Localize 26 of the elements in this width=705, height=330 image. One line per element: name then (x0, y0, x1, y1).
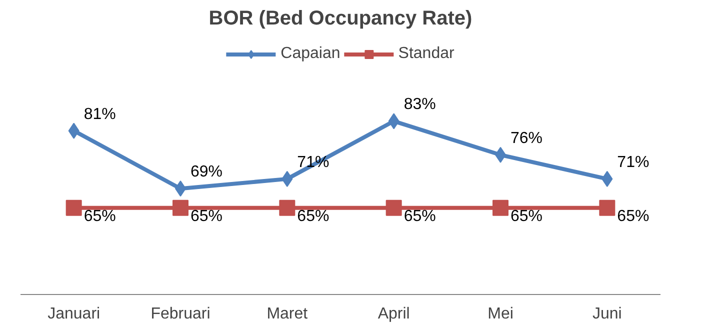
data-label: 81% (84, 106, 116, 123)
data-label: 65% (510, 208, 543, 225)
data-label: 76% (510, 130, 543, 147)
data-label: 65% (297, 208, 330, 225)
legend-label: Standar (398, 45, 454, 63)
x-tick-label: Mei (488, 306, 514, 322)
data-label: 65% (617, 208, 650, 225)
data-label: 65% (404, 208, 436, 225)
data-label: 83% (404, 96, 436, 114)
point (386, 200, 402, 216)
x-tick-label: Januari (48, 306, 100, 322)
chart-title: BOR (Bed Occupancy Rate) (208, 8, 472, 30)
x-tick-label: Maret (266, 306, 308, 322)
data-label: 65% (84, 208, 116, 225)
x-tick-label: April (378, 306, 410, 322)
point (172, 200, 188, 216)
point (279, 200, 296, 216)
data-label: 65% (190, 208, 223, 225)
x-tick-label: Juni (592, 306, 622, 322)
point (66, 200, 82, 216)
data-label: 69% (190, 164, 223, 181)
data-label: 71% (617, 154, 650, 171)
point (599, 200, 616, 216)
legend-label: Capaian (280, 45, 340, 63)
point (492, 200, 508, 216)
x-tick-label: Februari (150, 306, 210, 322)
